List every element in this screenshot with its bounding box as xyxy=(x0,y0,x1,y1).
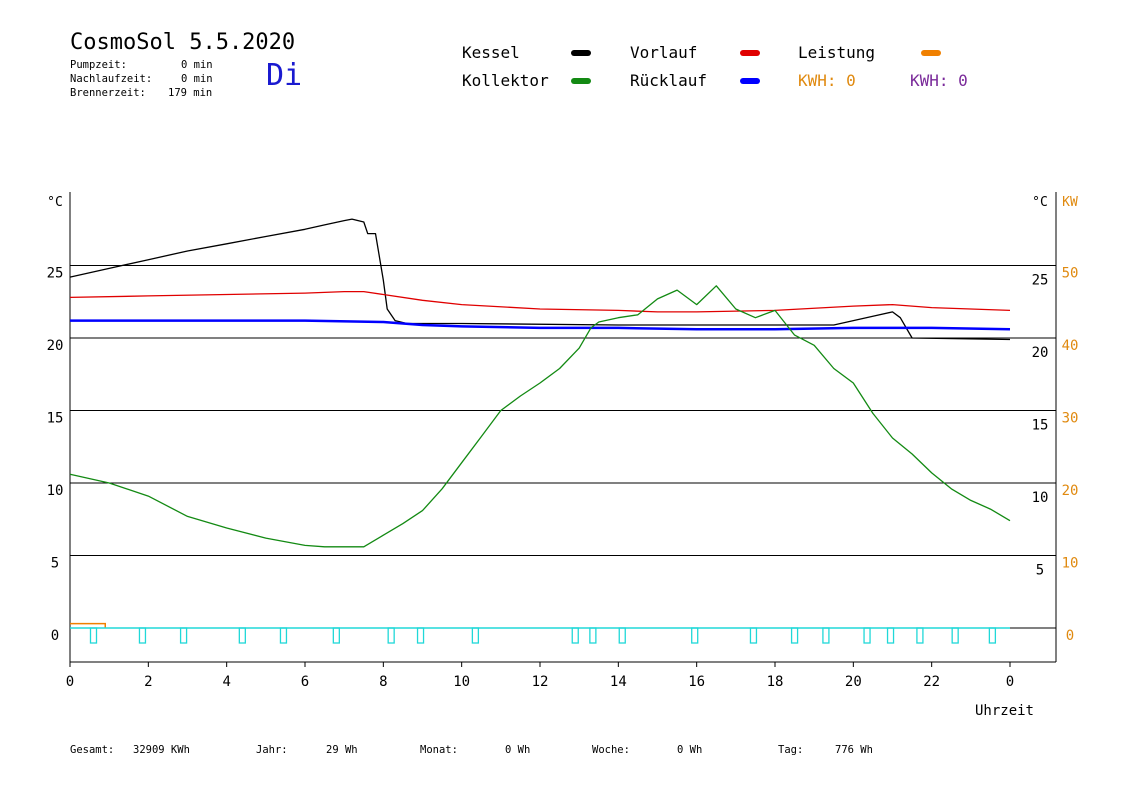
stat-nachlaufzeit-label: Nachlaufzeit: xyxy=(70,73,153,85)
y2-tick-label-40: 40 xyxy=(1062,338,1079,354)
kwh-purple-label: KWH: 0 xyxy=(910,71,968,90)
x-tick-label-5: 10 xyxy=(453,674,470,690)
legend-vorlauf-swatch xyxy=(740,50,760,56)
y2-tick-label-20: 20 xyxy=(1062,483,1079,499)
stat-nachlaufzeit-value: 0 min xyxy=(181,73,213,85)
x-tick-label-10: 20 xyxy=(845,674,862,690)
x-tick-label-1: 2 xyxy=(144,674,152,690)
y2-tick-label-10: 10 xyxy=(1062,556,1079,572)
pump-marker-16 xyxy=(863,627,871,644)
y-left-tick-label-20: 20 xyxy=(47,338,64,354)
pump-marker-14 xyxy=(790,627,799,644)
series-line-3 xyxy=(69,285,1011,548)
pump-marker-1 xyxy=(138,627,147,644)
y-right-tick-label-5: 5 xyxy=(1036,563,1044,579)
legend-leistung-label: Leistung xyxy=(798,43,876,62)
kwh-orange-label: KWH: 0 xyxy=(798,71,856,90)
y2-tick-label-50: 50 xyxy=(1062,266,1079,282)
x-tick-label-8: 16 xyxy=(688,674,705,690)
pump-marker-2 xyxy=(179,627,188,644)
series-line-2 xyxy=(70,319,1011,331)
footer-jahr-value: 29 Wh xyxy=(326,744,358,756)
axes xyxy=(69,192,1057,667)
y-left-tick-label-15: 15 xyxy=(47,411,64,427)
y-left-tick-label-10: 10 xyxy=(47,483,64,499)
x-tick-label-4: 8 xyxy=(379,674,387,690)
x-tick-label-7: 14 xyxy=(610,674,627,690)
pump-marker-20 xyxy=(988,627,997,644)
pump-marker-8 xyxy=(471,627,480,644)
x-axis-label: Uhrzeit xyxy=(975,703,1034,719)
pump-marker-19 xyxy=(951,627,959,644)
legend-kessel-label: Kessel xyxy=(462,43,520,62)
pump-marker-3 xyxy=(238,627,246,644)
pump-marker-11 xyxy=(618,627,626,644)
legend-ruecklauf-label: Rücklauf xyxy=(630,71,708,90)
y2-unit: KW xyxy=(1062,195,1078,210)
stat-brennerzeit-label: Brennerzeit: xyxy=(70,87,146,99)
weekday-label: Di xyxy=(266,58,303,93)
footer-tag-value: 776 Wh xyxy=(835,744,873,756)
pump-marker-9 xyxy=(571,627,579,644)
y2-tick-label-30: 30 xyxy=(1062,411,1079,427)
y-left-tick-label-0: 0 xyxy=(51,628,59,644)
pump-marker-5 xyxy=(332,627,340,644)
legend-leistung-swatch xyxy=(921,50,941,56)
pump-marker-15 xyxy=(822,627,830,644)
legend-ruecklauf-swatch xyxy=(740,78,760,84)
series-line-0 xyxy=(69,218,1011,341)
y-right-tick-label-10: 10 xyxy=(1032,490,1049,506)
x-tick-label-3: 6 xyxy=(301,674,309,690)
footer-gesamt-label: Gesamt: xyxy=(70,744,115,756)
x-tick-label-11: 22 xyxy=(923,674,940,690)
footer-gesamt-value: 32909 KWh xyxy=(133,744,190,756)
y-left-tick-label-25: 25 xyxy=(47,266,64,282)
y-left-unit: °C xyxy=(47,195,63,210)
x-tick-label-12: 0 xyxy=(1006,674,1014,690)
stat-pumpzeit-value: 0 min xyxy=(181,59,213,71)
legend-kessel-swatch xyxy=(571,50,591,56)
footer-jahr-label: Jahr: xyxy=(256,744,288,756)
pump-marker-18 xyxy=(916,627,924,644)
legend-vorlauf-label: Vorlauf xyxy=(630,43,698,62)
y-right-tick-label-20: 20 xyxy=(1032,345,1049,361)
y-right-tick-label-25: 25 xyxy=(1032,273,1049,289)
footer-monat-value: 0 Wh xyxy=(505,744,531,756)
tick-labels: 0 2 4 6 8 10 12 14 16 18 20 22 0 Uhrzeit 0 5 10 15 20 25 °C 5… xyxy=(47,195,1079,719)
x-tick-label-9: 18 xyxy=(767,674,784,690)
x-tick-label-6: 12 xyxy=(532,674,549,690)
legend-kollektor-label: Kollektor xyxy=(462,71,549,90)
y-left-tick-label-5: 5 xyxy=(51,556,59,572)
x-tick-label-0: 0 xyxy=(66,674,74,690)
pump-marker-6 xyxy=(387,627,395,644)
footer-woche-value: 0 Wh xyxy=(677,744,703,756)
y-right-unit: °C xyxy=(1032,195,1048,210)
footer-woche-label: Woche: xyxy=(592,744,630,756)
pump-marker-13 xyxy=(749,627,758,644)
series-line-1 xyxy=(69,290,1011,313)
pump-marker-17 xyxy=(886,627,895,644)
page-title: CosmoSol 5.5.2020 xyxy=(70,30,296,55)
pump-marker-10 xyxy=(589,627,597,644)
footer-monat-label: Monat: xyxy=(420,744,458,756)
series-lines xyxy=(69,218,1011,628)
pump-marker-7 xyxy=(416,627,425,644)
footer-tag-label: Tag: xyxy=(778,744,804,756)
pump-marker-4 xyxy=(279,627,288,644)
y-right-tick-label-15: 15 xyxy=(1032,418,1049,434)
pump-marker-12 xyxy=(691,627,699,644)
stat-brennerzeit-value: 179 min xyxy=(168,87,213,99)
legend-kollektor-swatch xyxy=(571,78,591,84)
pump-marker-0 xyxy=(89,627,98,644)
leistung-line xyxy=(70,622,106,628)
x-tick-label-2: 4 xyxy=(222,674,230,690)
pump-markers xyxy=(70,627,1010,644)
stat-pumpzeit-label: Pumpzeit: xyxy=(70,59,127,71)
y2-tick-label-0: 0 xyxy=(1066,628,1074,644)
